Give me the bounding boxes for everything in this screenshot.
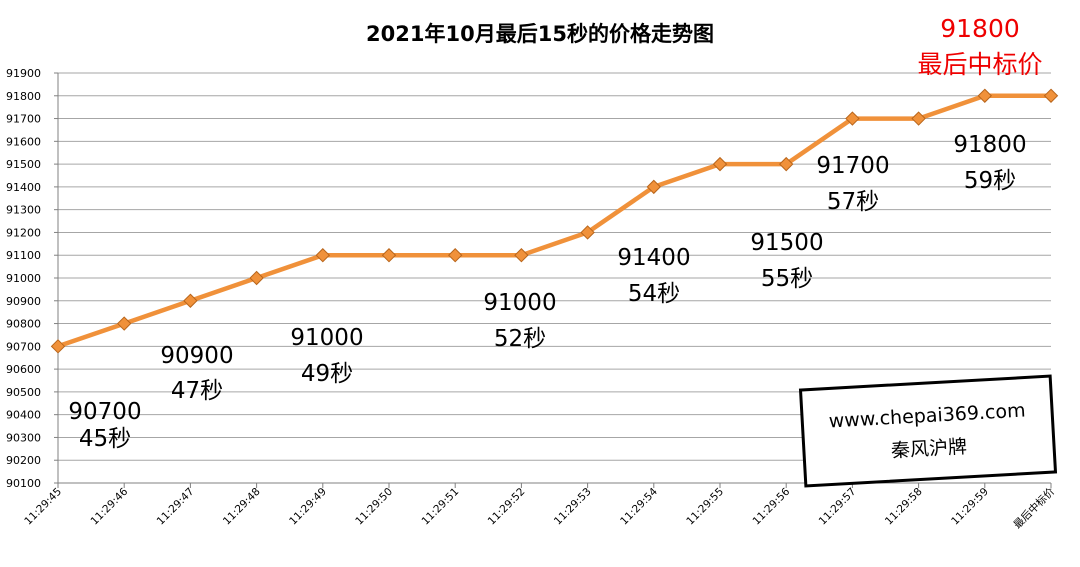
annotation-value: 91800: [940, 14, 1020, 43]
annotation-value: 91400: [617, 245, 690, 271]
y-tick-labels: 90100 90200 90300 90400 90500 90600 90700 90800…: [6, 67, 41, 490]
annotation-value: 91000: [483, 290, 556, 316]
annotation-label: 49秒: [301, 361, 353, 387]
y-tick-label: 90300: [6, 431, 41, 444]
annotation-value: 90900: [160, 343, 233, 369]
annotation-label: 最后中标价: [917, 50, 1042, 79]
data-point: [249, 270, 264, 286]
annotation-label: 54秒: [628, 281, 680, 307]
data-point: [447, 248, 463, 263]
data-point: [315, 248, 331, 263]
annotation-value: 91000: [290, 325, 363, 351]
data-point: [778, 156, 794, 172]
y-tick-label: 90800: [6, 318, 41, 331]
y-tick-label: 91500: [6, 158, 41, 171]
series-line-path: [55, 93, 1054, 349]
data-point: [116, 316, 132, 331]
series-line: [55, 93, 1054, 349]
y-tick-label: 91600: [6, 135, 41, 148]
axes: [54, 72, 1052, 488]
y-tick-label: 91000: [6, 272, 41, 285]
annotation-label: 55秒: [761, 266, 813, 292]
data-point: [580, 225, 595, 240]
y-tick-label: 90500: [6, 386, 41, 399]
y-tick-label: 90200: [6, 454, 41, 467]
watermark-stamp: www.chepai369.com 秦风沪牌: [798, 374, 1058, 488]
annotation-label: 59秒: [964, 168, 1016, 194]
annotation-label: 47秒: [171, 378, 223, 404]
data-point: [514, 248, 529, 263]
y-tick-label: 91100: [6, 249, 41, 262]
y-tick-label: 91200: [6, 226, 41, 239]
y-tick-label: 91900: [6, 67, 41, 80]
data-point: [646, 179, 662, 195]
annotation-label: 52秒: [494, 326, 546, 352]
y-tick-label: 90100: [6, 477, 41, 490]
y-tick-label: 90400: [6, 409, 41, 422]
y-tick-label: 91800: [6, 90, 41, 103]
stamp-name: 秦风沪牌: [890, 436, 967, 462]
data-point: [712, 156, 728, 172]
y-tick-label: 91300: [6, 204, 41, 217]
data-point: [381, 248, 397, 263]
chart-title: 2021年10月最后15秒的价格走势图: [366, 22, 714, 46]
series-markers: [50, 88, 1059, 354]
data-point: [183, 293, 198, 308]
stamp-border: [798, 374, 1058, 488]
data-point: [977, 88, 993, 103]
data-point: [845, 111, 860, 126]
annotation-value: 91500: [750, 230, 823, 256]
y-tick-label: 90900: [6, 295, 41, 308]
data-point: [50, 339, 66, 354]
annotation-label: 45秒: [79, 426, 131, 452]
y-tick-label: 91700: [6, 113, 41, 126]
annotation-value: 91700: [816, 153, 889, 179]
y-tick-label: 90600: [6, 363, 41, 376]
annotation-value: 91800: [953, 132, 1026, 158]
data-point: [911, 111, 926, 126]
annotation-value: 90700: [68, 399, 141, 425]
grid-lines: [58, 72, 1051, 484]
data-point: [1043, 88, 1059, 103]
y-tick-label: 91400: [6, 181, 41, 194]
y-tick-label: 90700: [6, 340, 41, 353]
annotation-label: 57秒: [827, 189, 879, 215]
